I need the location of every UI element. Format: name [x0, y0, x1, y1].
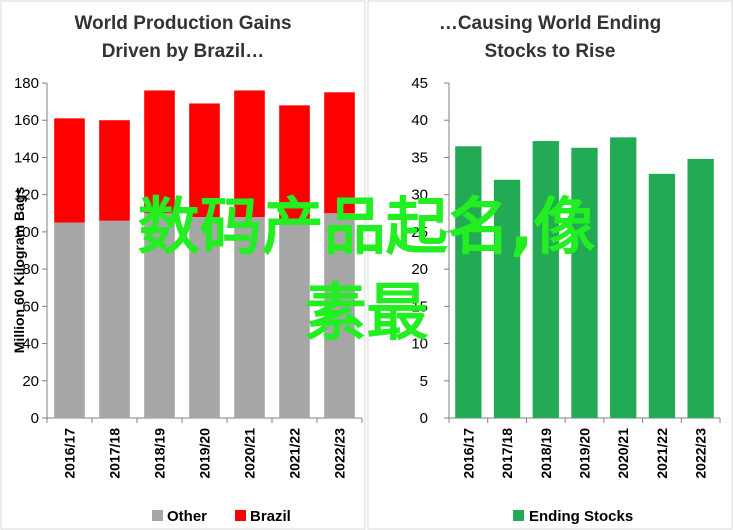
- left-bar-brazil: [144, 90, 175, 214]
- legend-swatch-other: [152, 510, 163, 521]
- left-bar-brazil: [324, 92, 355, 214]
- left-legend: Other Brazil: [152, 508, 291, 525]
- legend-label-other: Other: [167, 508, 207, 525]
- left-y-tick-label: 180: [14, 75, 39, 92]
- left-x-tick-label: 2018/19: [152, 428, 168, 479]
- left-y-tick-label: 0: [31, 410, 39, 427]
- left-bar-brazil: [279, 105, 310, 219]
- left-bar-brazil: [234, 90, 265, 217]
- left-x-tick-label: 2017/18: [107, 428, 123, 479]
- left-chart-title-line-2: Driven by Brazil…: [102, 41, 265, 62]
- left-bar-other: [324, 213, 355, 418]
- left-y-tick-label: 160: [14, 112, 39, 129]
- left-bar-brazil: [189, 103, 220, 217]
- legend-label-ending-stocks: Ending Stocks: [529, 508, 633, 525]
- right-y-tick-label: 10: [411, 336, 428, 353]
- right-bar-ending-stocks: [648, 173, 676, 418]
- right-bar-ending-stocks: [532, 141, 559, 419]
- right-plot-area: 0 5 10 15 20 25 30 35 40 45 2016/17 2017/18 2018/19 2…: [411, 75, 721, 479]
- left-chart-title-line-1: World Production Gains: [74, 13, 291, 34]
- right-bar-ending-stocks: [455, 146, 482, 418]
- left-bar-brazil: [54, 118, 85, 223]
- right-bar-ending-stocks: [493, 179, 521, 418]
- right-y-tick-label: 5: [420, 373, 428, 390]
- left-y-axis-label: Million 60 Kilogram Bags: [11, 187, 27, 354]
- right-y-tick-label: 45: [411, 75, 428, 92]
- right-x-tick-label: 2021/22: [654, 428, 670, 479]
- left-y-tick-label: 140: [14, 149, 39, 166]
- left-bar-other: [189, 217, 220, 418]
- right-y-tick-label: 25: [411, 224, 428, 241]
- right-y-tick-label: 40: [411, 112, 428, 129]
- right-x-tick-label: 2017/18: [499, 428, 515, 479]
- right-chart-title-line-1: …Causing World Ending: [439, 13, 661, 34]
- right-y-tick-label: 30: [411, 187, 428, 204]
- right-y-tick-label: 15: [411, 298, 428, 315]
- left-x-tick-label: 2019/20: [197, 428, 213, 479]
- legend-swatch-brazil: [235, 510, 246, 521]
- left-x-tick-label: 2020/21: [242, 428, 258, 479]
- right-y-tick-label: 0: [420, 410, 428, 427]
- legend-swatch-ending-stocks: [513, 510, 524, 521]
- left-x-tick-label: 2016/17: [62, 428, 78, 479]
- left-y-tick-label: 40: [22, 336, 39, 353]
- right-bar-ending-stocks: [687, 158, 714, 418]
- left-x-tick-label: 2022/23: [332, 428, 348, 479]
- left-y-tick-label: 80: [22, 261, 39, 278]
- right-bar-ending-stocks: [610, 137, 637, 418]
- left-y-tick-label: 20: [22, 373, 39, 390]
- left-bar-other: [54, 222, 85, 418]
- left-x-tick-label: 2021/22: [287, 428, 303, 479]
- legend-label-brazil: Brazil: [250, 508, 291, 525]
- left-y-tick-label: 60: [22, 298, 39, 315]
- left-y-tick-label: 120: [14, 187, 39, 204]
- right-x-tick-label: 2016/17: [460, 428, 476, 479]
- right-y-tick-label: 20: [411, 261, 428, 278]
- left-bar-other: [144, 213, 175, 418]
- right-x-tick-label: 2019/20: [577, 428, 593, 479]
- right-x-tick-label: 2020/21: [615, 428, 631, 479]
- right-x-tick-label: 2022/23: [693, 428, 709, 479]
- right-y-tick-label: 35: [411, 149, 428, 166]
- left-bar-other: [279, 218, 310, 418]
- right-chart-title-line-2: Stocks to Rise: [485, 41, 616, 62]
- right-legend: Ending Stocks: [513, 508, 633, 525]
- left-bar-brazil: [99, 120, 130, 221]
- left-bar-other: [99, 220, 130, 418]
- left-bar-other: [234, 217, 265, 418]
- right-x-tick-label: 2018/19: [538, 428, 554, 479]
- right-bar-ending-stocks: [571, 147, 598, 418]
- left-plot-area: 0 20 40 60 80 100 120 140 160 180 2016/17 2017/18 20…: [14, 75, 363, 479]
- left-y-tick-label: 100: [14, 224, 39, 241]
